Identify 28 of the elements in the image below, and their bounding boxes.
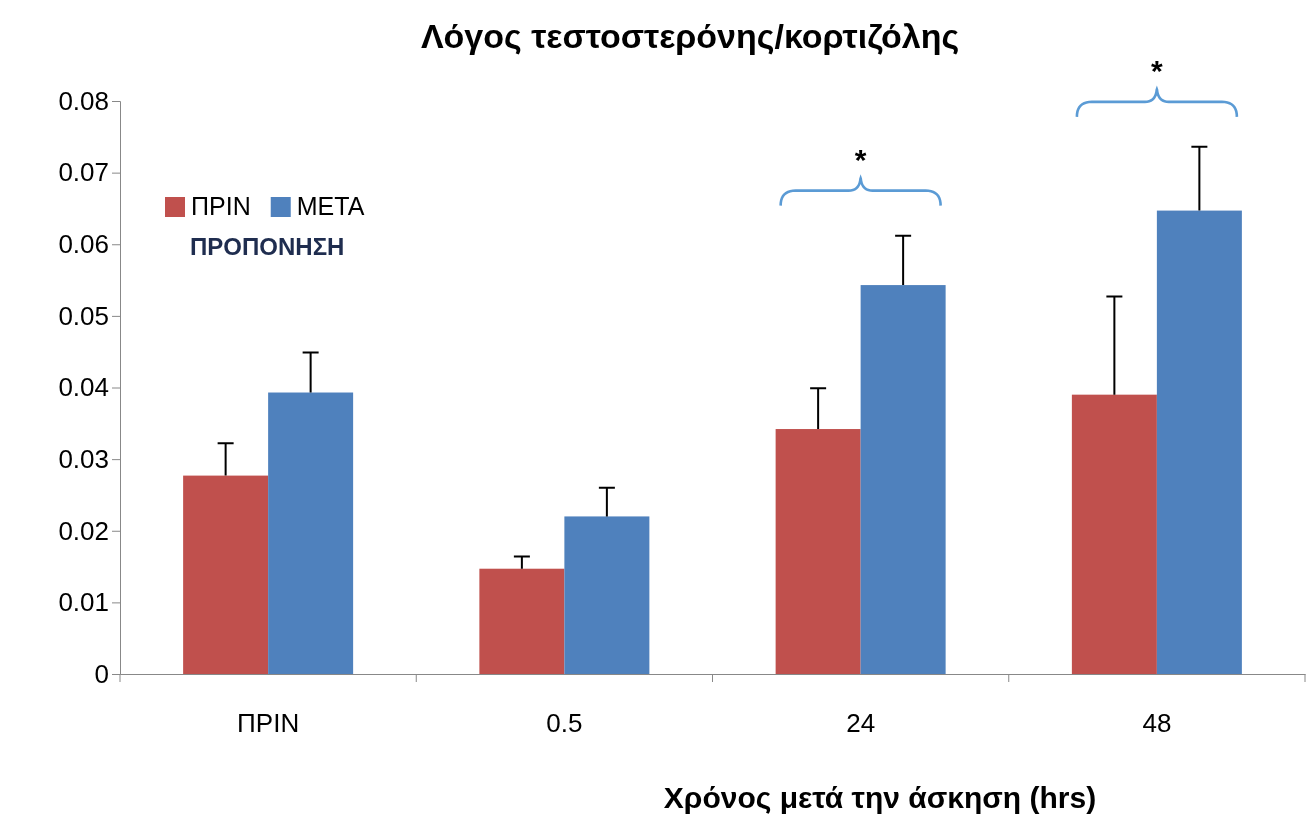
x-tick-label: 48	[1142, 708, 1172, 739]
y-tick-label: 0.03	[58, 443, 109, 474]
bar	[564, 516, 650, 674]
y-tick-label: 0	[94, 658, 109, 689]
bar	[1071, 394, 1157, 674]
x-tick-label: 24	[846, 708, 876, 739]
legend-label: ΠΡΙΝ	[191, 192, 251, 220]
legend-title: ΠΡΟΠΟΝΗΣΗ	[190, 233, 345, 260]
y-tick-label: 0.08	[58, 85, 109, 116]
y-tick-label: 0.05	[58, 300, 109, 331]
bar	[183, 475, 269, 674]
text: *	[1151, 53, 1164, 87]
legend-label: ΜΕΤΑ	[296, 192, 365, 220]
bar	[1156, 210, 1242, 674]
y-tick-label: 0.07	[58, 157, 109, 188]
y-tick-label: 0.04	[58, 372, 109, 403]
x-tick-label: ΠΡΙΝ	[237, 708, 300, 739]
y-tick-label: 0.02	[58, 515, 109, 546]
x-axis-title: Χρόνος μετά την άσκηση (hrs)	[663, 781, 1097, 814]
y-tick-label: 0.01	[58, 587, 109, 618]
annotation: *	[854, 142, 867, 176]
y-tick-label: 0.06	[58, 229, 109, 260]
bar	[479, 568, 565, 674]
bar	[860, 285, 946, 674]
bar	[775, 429, 861, 674]
bar	[268, 392, 354, 674]
x-tick-label: 0.5	[546, 708, 583, 739]
chart-title: Λόγος τεστοστερόνης/κορτιζόλης	[420, 17, 960, 55]
